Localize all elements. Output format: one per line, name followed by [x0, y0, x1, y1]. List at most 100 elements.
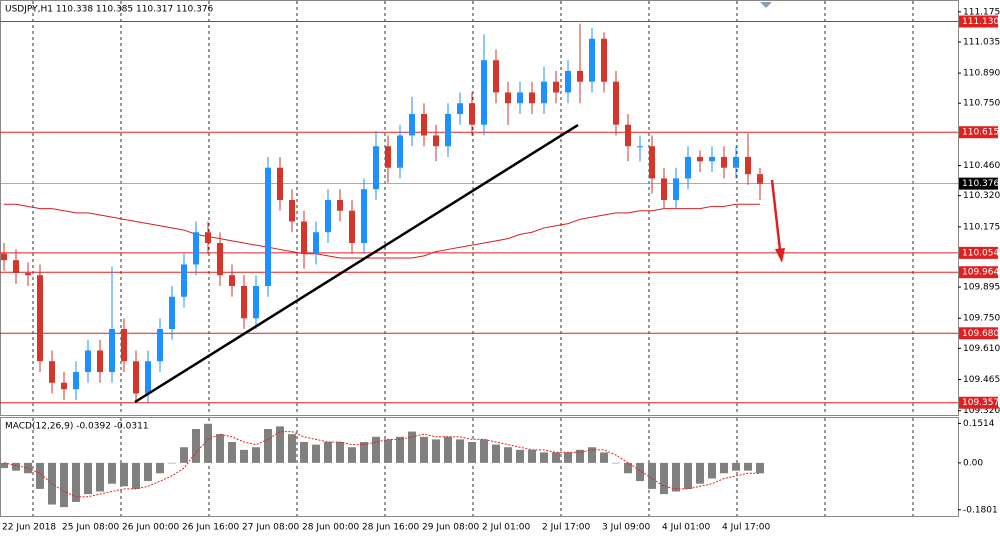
candle-body: [577, 70, 583, 82]
candle-body: [445, 113, 451, 147]
level-label: 109.357: [962, 398, 999, 408]
macd-bar: [288, 434, 296, 463]
macd-bar: [408, 431, 416, 463]
arrow-head: [775, 248, 785, 263]
candle-body: [61, 382, 67, 390]
candle-body: [25, 273, 31, 276]
level-label-box: [959, 266, 998, 279]
candle-body: [613, 81, 619, 125]
candle-body: [409, 113, 415, 136]
trend-line: [134, 123, 579, 404]
candle-body: [85, 350, 91, 372]
candle-body: [73, 371, 79, 390]
macd-bar: [132, 462, 140, 489]
candle-body: [181, 264, 187, 297]
chart-title: USDJPY,H1 110.338 110.385 110.317 110.37…: [5, 5, 214, 15]
candle-body: [421, 113, 427, 136]
candle-body: [433, 135, 439, 147]
level-label-box: [959, 396, 998, 409]
candle-body: [397, 135, 403, 168]
macd-bar: [552, 452, 560, 463]
candle-body: [757, 174, 763, 184]
macd-y-tick-label: -0.1801: [963, 505, 998, 515]
y-tick-label: 111.035: [963, 37, 1000, 47]
level-label-box: [959, 246, 998, 259]
macd-bar: [12, 462, 20, 471]
candle-body: [121, 328, 127, 362]
candle-body: [505, 92, 511, 104]
macd-bar: [84, 462, 92, 495]
candle-body: [745, 156, 751, 175]
candle-body: [325, 199, 331, 233]
current-price-label: 110.376: [962, 179, 999, 189]
macd-bar: [228, 442, 236, 463]
candle-body: [709, 156, 715, 162]
level-label: 109.964: [962, 268, 999, 278]
candle-body: [649, 146, 655, 179]
candle-body: [661, 178, 667, 200]
macd-bar: [240, 449, 248, 463]
candle-body: [229, 275, 235, 286]
macd-bar: [336, 442, 344, 463]
candle-body: [349, 210, 355, 243]
macd-bar: [504, 447, 512, 463]
macd-y-tick-label: 0.00: [963, 458, 983, 468]
x-tick-label: 26 Jun 00:00: [122, 523, 179, 533]
candle-body: [37, 275, 43, 362]
macd-bar: [600, 452, 608, 463]
macd-bar: [468, 442, 476, 463]
macd-bar: [324, 442, 332, 463]
macd-bar: [444, 436, 452, 463]
x-tick-label: 29 Jun 08:00: [422, 523, 479, 533]
candle-body: [625, 124, 631, 147]
candle-body: [49, 361, 55, 383]
y-tick-label: 109.610: [963, 344, 1000, 354]
candle-body: [13, 260, 19, 274]
candle-body: [493, 60, 499, 93]
macd-bar: [684, 462, 692, 489]
macd-bar: [672, 462, 680, 492]
candle-body: [601, 38, 607, 82]
x-tick-label: 28 Jun 16:00: [362, 523, 419, 533]
macd-bar: [648, 462, 656, 489]
macd-bar: [180, 447, 188, 463]
moving-average: [4, 203, 760, 259]
macd-bar: [72, 462, 80, 502]
macd-bar: [756, 462, 764, 474]
candle-body: [1, 253, 7, 261]
macd-bar: [192, 428, 200, 463]
macd-bar: [264, 428, 272, 463]
candle-body: [253, 285, 259, 319]
y-tick-label: 109.895: [963, 283, 1000, 293]
level-label: 110.615: [962, 128, 999, 138]
candle-body: [313, 232, 319, 254]
macd-bar: [612, 462, 620, 464]
y-tick-label: 109.465: [963, 375, 1000, 385]
macd-label: MACD(12,26,9) -0.0392 -0.0311: [5, 422, 149, 432]
y-tick-label: 109.750: [963, 314, 1000, 324]
candle-body: [589, 38, 595, 82]
macd-bar: [720, 462, 728, 474]
candle-body: [373, 146, 379, 190]
candle-body: [565, 70, 571, 93]
x-tick-label: 22 Jun 2018: [2, 523, 56, 533]
candle-body: [169, 296, 175, 329]
candle-body: [265, 167, 271, 286]
candle-body: [217, 242, 223, 276]
macd-bar: [528, 449, 536, 463]
macd-bar: [492, 444, 500, 463]
macd-bar: [360, 442, 368, 463]
candle-body: [385, 146, 391, 168]
candle-body: [157, 328, 163, 362]
shift-marker: [760, 2, 772, 8]
candle-body: [517, 92, 523, 104]
level-label-box: [959, 126, 998, 139]
macd-bar: [252, 447, 260, 463]
macd-bar: [276, 426, 284, 463]
level-label: 109.680: [962, 329, 999, 339]
x-tick-label: 4 Jul 17:00: [722, 523, 771, 533]
macd-bar: [636, 462, 644, 482]
level-label-box: [959, 327, 998, 340]
macd-bar: [60, 462, 68, 508]
